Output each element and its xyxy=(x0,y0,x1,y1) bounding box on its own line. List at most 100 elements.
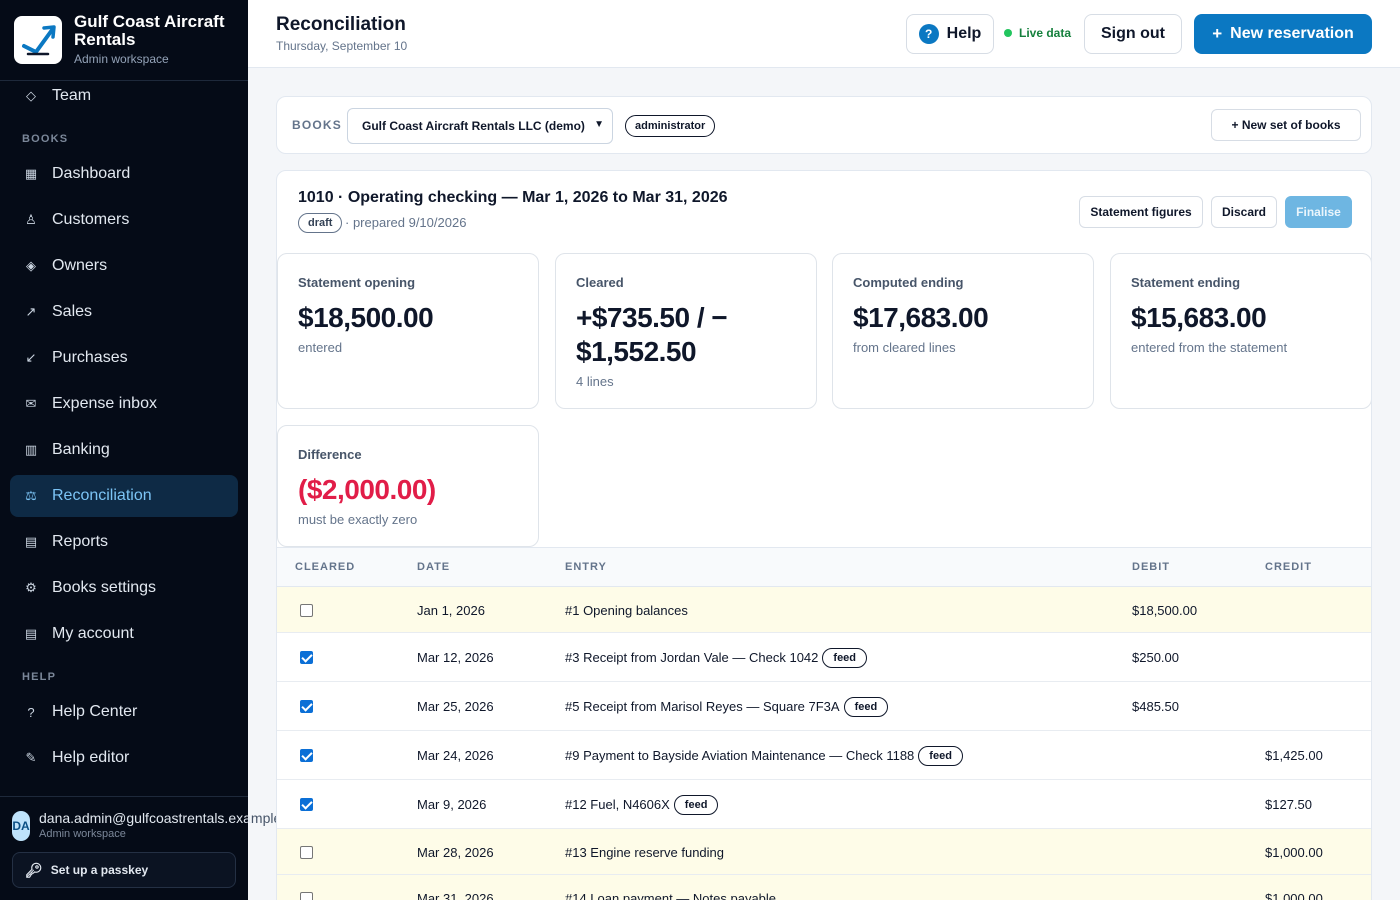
cleared-checkbox[interactable] xyxy=(300,891,313,900)
books-bar: BOOKS Gulf Coast Aircraft Rentals LLC (d… xyxy=(276,96,1372,154)
setup-passkey-button[interactable]: 🔑︎ Set up a passkey xyxy=(12,852,236,888)
cleared-checkbox[interactable] xyxy=(300,749,313,762)
statement-figures-button[interactable]: Statement figures xyxy=(1079,196,1203,228)
sidebar-item-label: My account xyxy=(52,625,134,642)
sidebar-item-label: Help Center xyxy=(52,703,138,720)
sidebar-item-banking[interactable]: ▥ Banking xyxy=(10,429,238,471)
cleared-checkbox[interactable] xyxy=(300,845,313,859)
cell-debit: $485.50 xyxy=(1132,682,1179,731)
sidebar-item-owners[interactable]: ◈ Owners xyxy=(10,245,238,287)
sidebar-item-label: Reports xyxy=(52,533,109,550)
brand-header: Gulf Coast Aircraft Rentals Admin worksp… xyxy=(0,0,248,81)
sidebar-item-dashboard[interactable]: ▦ Dashboard xyxy=(10,153,238,195)
table-row: Mar 28, 2026 #13 Engine reserve funding $1… xyxy=(277,829,1371,875)
cell-date: Mar 24, 2026 xyxy=(417,731,494,780)
cleared-checkbox[interactable] xyxy=(300,651,313,664)
metric-label: Difference xyxy=(298,447,362,462)
setup-passkey-label: Set up a passkey xyxy=(50,863,149,877)
metric-value: $17,683.00 xyxy=(853,302,989,333)
sidebar-item-my-account[interactable]: ▤ My account xyxy=(10,613,238,655)
sidebar-item-books-settings[interactable]: ⚙ Books settings xyxy=(10,567,238,609)
sidebar-item-help-center[interactable]: ? Help Center xyxy=(10,691,238,733)
page-date: Thursday, September 10 xyxy=(276,39,408,53)
sidebar-item-team[interactable]: ◇ Team xyxy=(10,75,238,117)
cell-date: Jan 1, 2026 xyxy=(417,587,485,633)
sidebar-item-label: Purchases xyxy=(52,349,128,366)
finalise-button[interactable]: Finalise xyxy=(1285,196,1352,228)
status-badge: draft xyxy=(298,213,343,233)
cell-debit-text: $250.00 xyxy=(1132,650,1179,665)
sign-out-button[interactable]: Sign out xyxy=(1084,14,1182,54)
table-row: Mar 25, 2026 #5 Receipt from Marisol Reye… xyxy=(277,682,1371,731)
metric-note: entered from the statement xyxy=(1131,340,1288,355)
help-icon: ? xyxy=(918,24,939,44)
key-icon: 🔑︎ xyxy=(25,861,43,878)
cell-entry: #13 Engine reserve funding xyxy=(565,829,724,875)
page-title: Reconciliation xyxy=(276,14,406,35)
sidebar-item-purchases[interactable]: ↙ Purchases xyxy=(10,337,238,379)
avatar[interactable]: DA xyxy=(12,811,30,841)
bank-icon: ▥ xyxy=(24,442,38,457)
sidebar-item-reconciliation[interactable]: ⚖ Reconciliation xyxy=(10,475,238,517)
sidebar: Gulf Coast Aircraft Rentals Admin worksp… xyxy=(0,0,281,900)
cell-credit: $1,425.00 xyxy=(1265,731,1323,780)
cleared-checkbox[interactable] xyxy=(300,700,313,713)
cell-debit-text: $485.50 xyxy=(1132,699,1179,714)
table-row: Mar 9, 2026 #12 Fuel, N4606X feed $127.50 xyxy=(277,780,1371,829)
cleared-checkbox[interactable] xyxy=(300,798,313,811)
diamond-outline-icon: ◇ xyxy=(26,88,36,103)
metric-note: entered xyxy=(298,340,343,355)
feed-badge: feed xyxy=(822,647,868,668)
sidebar-item-label: Owners xyxy=(52,257,108,274)
user-email: dana.admin@gulfcoastrentals.example xyxy=(39,810,282,826)
report-icon: ▤ xyxy=(24,534,38,549)
dashboard-icon: ▦ xyxy=(24,166,38,181)
table-row: Mar 24, 2026 #9 Payment to Bayside Aviati… xyxy=(277,731,1371,780)
table-row: Mar 31, 2026 #14 Loan payment — Notes pay… xyxy=(277,875,1371,900)
cell-credit-text: $127.50 xyxy=(1265,797,1312,812)
plus-icon: + xyxy=(1212,24,1223,43)
cell-date: Mar 12, 2026 xyxy=(417,633,494,682)
sidebar-item-reports[interactable]: ▤ Reports xyxy=(10,521,238,563)
books-label: BOOKS xyxy=(292,118,343,132)
sidebar-item-label: Books settings xyxy=(52,579,157,596)
sidebar-item-sales[interactable]: ↗ Sales xyxy=(10,291,238,333)
column-date: DATE xyxy=(417,561,451,573)
reconciliation-title: 1010 · Operating checking — Mar 1, 2026 … xyxy=(298,189,728,206)
diamond-icon: ◈ xyxy=(26,258,36,273)
sidebar-item-label: Reconciliation xyxy=(52,487,152,504)
new-set-of-books-button[interactable]: + New set of books xyxy=(1211,109,1361,141)
cell-entry: #3 Receipt from Jordan Vale — Check 1042… xyxy=(565,633,868,682)
cell-date: Mar 28, 2026 xyxy=(417,829,494,875)
table-row: Jan 1, 2026 #1 Opening balances $18,500.00 xyxy=(277,587,1371,633)
cell-entry-text: #1 Opening balances xyxy=(565,602,688,618)
cell-entry-text: #3 Receipt from Jordan Vale — Check 1042 xyxy=(565,650,819,665)
pencil-icon: ✎ xyxy=(25,750,37,765)
cell-credit-text: $1,000.00 xyxy=(1265,844,1323,860)
cleared-checkbox[interactable] xyxy=(300,603,313,617)
cell-date-text: Mar 25, 2026 xyxy=(417,699,494,714)
scales-icon: ⚖ xyxy=(25,488,37,503)
new-reservation-label: New reservation xyxy=(1230,25,1354,42)
cell-date: Mar 9, 2026 xyxy=(417,780,486,829)
metric-statement-opening: Statement opening $18,500.00 entered xyxy=(277,253,539,409)
cell-credit: $1,000.00 xyxy=(1265,875,1323,900)
metric-cleared: Cleared +$735.50 / −$1,552.50 4 lines xyxy=(555,253,817,409)
cell-entry-text: #14 Loan payment — Notes payable xyxy=(565,890,777,900)
metric-value: $18,500.00 xyxy=(298,302,434,333)
cell-date-text: Mar 28, 2026 xyxy=(417,844,494,860)
nav-section-help: HELP xyxy=(22,671,57,683)
sidebar-item-help-editor[interactable]: ✎ Help editor xyxy=(10,737,238,779)
table-row: Mar 12, 2026 #3 Receipt from Jordan Vale … xyxy=(277,633,1371,682)
discard-button[interactable]: Discard xyxy=(1211,196,1277,228)
sidebar-item-label: Banking xyxy=(52,441,110,458)
sidebar-item-customers[interactable]: ♙ Customers xyxy=(10,199,238,241)
sidebar-item-expense-inbox[interactable]: ✉ Expense inbox xyxy=(10,383,238,425)
chevron-down-icon: ▼ xyxy=(594,119,604,130)
cell-entry: #1 Opening balances xyxy=(565,587,688,633)
help-button[interactable]: ? Help xyxy=(906,14,994,54)
cell-credit: $1,000.00 xyxy=(1265,829,1323,875)
new-reservation-button[interactable]: + New reservation xyxy=(1194,14,1372,54)
books-select[interactable]: Gulf Coast Aircraft Rentals LLC (demo) ▼ xyxy=(347,108,613,144)
brand-name: Gulf Coast Aircraft Rentals xyxy=(74,12,225,49)
